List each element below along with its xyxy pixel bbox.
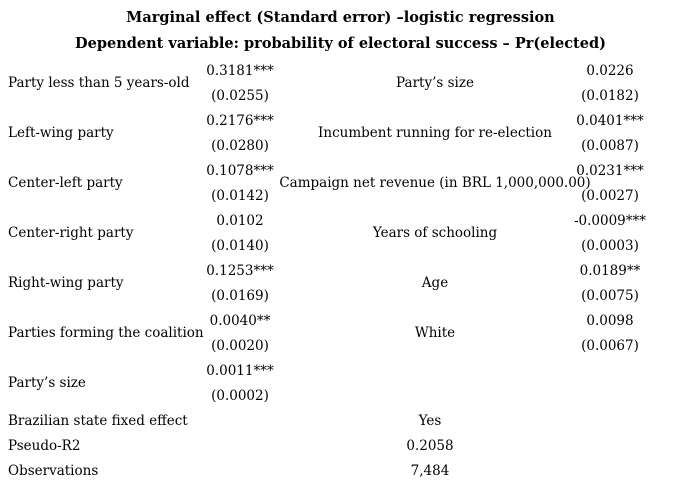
- standard-error: (0.0002): [211, 387, 269, 404]
- standard-error: (0.0067): [581, 337, 639, 354]
- coefficient-value: 0.2176***: [206, 112, 274, 129]
- summary-label: Brazilian state fixed effect: [8, 412, 188, 429]
- standard-error: (0.0182): [581, 87, 639, 104]
- variable-label: Party less than 5 years-old: [8, 75, 190, 91]
- summary-row: Pseudo-R2 0.2058: [0, 433, 681, 458]
- coefficient-cell: 0.0189** (0.0075): [550, 258, 670, 308]
- coefficient-cell: 0.0231*** (0.0027): [550, 158, 670, 208]
- variable-label: White: [414, 325, 456, 341]
- coefficient-cell: -0.0009*** (0.0003): [550, 208, 670, 258]
- coefficient-value: 0.0226: [586, 62, 634, 79]
- table-row: Party’s size 0.0011*** (0.0002): [0, 358, 681, 408]
- coefficient-value: 0.3181***: [206, 62, 274, 79]
- coefficient-cell: 0.1253*** (0.0169): [200, 258, 280, 308]
- summary-row: Observations 7,484: [0, 458, 681, 483]
- coefficient-value: 0.0098: [586, 312, 634, 329]
- summary-value: 0.2058: [406, 437, 454, 454]
- table-row: Center-right party 0.0102 (0.0140) Years…: [0, 208, 681, 258]
- standard-error: (0.0027): [581, 187, 639, 204]
- table-row: Right-wing party 0.1253*** (0.0169) Age …: [0, 258, 681, 308]
- coefficient-value: 0.0231***: [576, 162, 644, 179]
- variable-label: Center-right party: [8, 225, 134, 241]
- standard-error: (0.0020): [211, 337, 269, 354]
- standard-error: (0.0003): [581, 237, 639, 254]
- summary-label: Observations: [8, 462, 99, 479]
- coefficient-cell: 0.0011*** (0.0002): [200, 358, 280, 408]
- variable-label: Right-wing party: [8, 275, 124, 291]
- coefficient-value: -0.0009***: [573, 212, 647, 229]
- coefficient-value: 0.0102: [216, 212, 264, 229]
- summary-label: Pseudo-R2: [8, 437, 81, 454]
- coefficient-cell: 0.0098 (0.0067): [550, 308, 670, 358]
- coefficient-value: 0.1078***: [206, 162, 274, 179]
- coefficient-value: 0.0011***: [206, 362, 274, 379]
- coefficient-cell: 0.0226 (0.0182): [550, 58, 670, 108]
- table-row: Left-wing party 0.2176*** (0.0280) Incum…: [0, 108, 681, 158]
- variable-label: Center-left party: [8, 175, 123, 191]
- variable-label: Party’s size: [8, 375, 86, 391]
- variable-label: Party’s size: [396, 75, 474, 91]
- summary-value: 7,484: [410, 462, 450, 479]
- table-body: Party less than 5 years-old 0.3181*** (0…: [0, 58, 681, 483]
- summary-row: Brazilian state fixed effect Yes: [0, 408, 681, 433]
- coefficient-value: 0.1253***: [206, 262, 274, 279]
- variable-label: Parties forming the coalition: [8, 325, 204, 341]
- coefficient-cell: 0.0040** (0.0020): [200, 308, 280, 358]
- variable-label: Age: [421, 275, 449, 291]
- coefficient-cell: 0.0102 (0.0140): [200, 208, 280, 258]
- coefficient-cell: 0.3181*** (0.0255): [200, 58, 280, 108]
- standard-error: (0.0075): [581, 287, 639, 304]
- table-row: Parties forming the coalition 0.0040** (…: [0, 308, 681, 358]
- coefficient-cell: 0.2176*** (0.0280): [200, 108, 280, 158]
- coefficient-value: 0.0401***: [576, 112, 644, 129]
- variable-label: Incumbent running for re-election: [318, 125, 552, 141]
- coefficient-value: 0.0189**: [579, 262, 641, 279]
- table-title: Marginal effect (Standard error) –logist…: [126, 9, 555, 26]
- standard-error: (0.0169): [211, 287, 269, 304]
- standard-error: (0.0280): [211, 137, 269, 154]
- variable-label: Years of schooling: [372, 225, 498, 241]
- table-row: Party less than 5 years-old 0.3181*** (0…: [0, 58, 681, 108]
- summary-value: Yes: [418, 412, 442, 429]
- coefficient-cell: 0.0401*** (0.0087): [550, 108, 670, 158]
- standard-error: (0.0087): [581, 137, 639, 154]
- standard-error: (0.0140): [211, 237, 269, 254]
- variable-label: Campaign net revenue (in BRL 1,000,000.0…: [279, 175, 591, 191]
- coefficient-cell: 0.1078*** (0.0142): [200, 158, 280, 208]
- coefficient-value: 0.0040**: [209, 312, 271, 329]
- table-subtitle: Dependent variable: probability of elect…: [75, 35, 606, 52]
- standard-error: (0.0255): [211, 87, 269, 104]
- standard-error: (0.0142): [211, 187, 269, 204]
- table-row: Center-left party 0.1078*** (0.0142) Cam…: [0, 158, 681, 208]
- variable-label: Left-wing party: [8, 125, 114, 141]
